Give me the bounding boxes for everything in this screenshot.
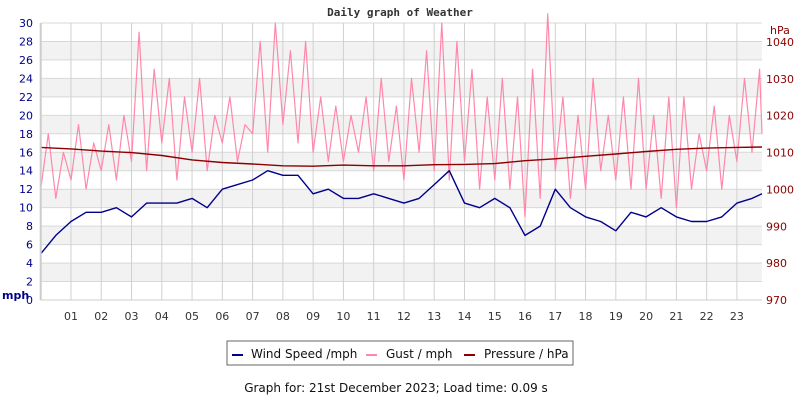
x-tick-label: 17 [548, 310, 562, 323]
right-tick-label: 1020 [766, 110, 794, 123]
x-tick-label: 11 [367, 310, 381, 323]
x-tick-label: 07 [246, 310, 260, 323]
left-tick-label: 12 [19, 183, 33, 196]
x-tick-label: 22 [700, 310, 714, 323]
x-tick-label: 02 [94, 310, 108, 323]
grid-band [40, 78, 762, 97]
x-tick-label: 05 [185, 310, 199, 323]
legend-box [226, 340, 574, 366]
left-tick-label: 8 [26, 220, 33, 233]
left-tick-label: 4 [26, 257, 33, 270]
legend-label-wind: Wind Speed /mph [251, 347, 357, 361]
left-tick-label: 22 [19, 91, 33, 104]
grid-band [40, 263, 762, 282]
legend-label-pressure: Pressure / hPa [484, 347, 569, 361]
x-tick-label: 23 [730, 310, 744, 323]
series-line-wind [40, 170, 763, 255]
left-tick-label: 30 [19, 17, 33, 30]
x-tick-label: 12 [397, 310, 411, 323]
left-tick-label: 26 [19, 54, 33, 67]
x-tick-label: 13 [427, 310, 441, 323]
grid-band [40, 189, 762, 208]
x-tick-label: 21 [669, 310, 683, 323]
x-tick-label: 06 [215, 310, 229, 323]
left-tick-label: 28 [19, 35, 33, 48]
left-tick-label: 14 [19, 165, 33, 178]
x-tick-label: 09 [306, 310, 320, 323]
left-axis-label: mph [2, 289, 29, 302]
left-tick-label: 0 [26, 294, 33, 307]
x-tick-label: 15 [488, 310, 502, 323]
x-tick-label: 16 [518, 310, 532, 323]
grid-band [40, 226, 762, 245]
left-tick-label: 6 [26, 239, 33, 252]
chart-title: Daily graph of Weather [327, 6, 473, 19]
right-tick-label: 1040 [766, 36, 794, 49]
right-tick-label: 1000 [766, 183, 794, 196]
right-tick-label: 990 [766, 220, 787, 233]
legend-label-gust: Gust / mph [386, 347, 452, 361]
x-tick-label: 19 [609, 310, 623, 323]
right-tick-label: 980 [766, 257, 787, 270]
x-tick-label: 01 [64, 310, 78, 323]
left-tick-label: 24 [19, 72, 33, 85]
x-tick-label: 08 [276, 310, 290, 323]
left-tick-label: 18 [19, 128, 33, 141]
right-tick-label: 1030 [766, 73, 794, 86]
series-line-pressure [40, 146, 763, 167]
x-tick-label: 04 [155, 310, 169, 323]
left-tick-label: 2 [26, 276, 33, 289]
left-tick-label: 10 [19, 202, 33, 215]
x-tick-label: 10 [336, 310, 350, 323]
series-line-gust [40, 13, 763, 218]
grid-band [40, 115, 762, 134]
x-tick-label: 03 [125, 310, 139, 323]
left-tick-label: 16 [19, 146, 33, 159]
x-tick-label: 14 [457, 310, 471, 323]
legend: Wind Speed /mph Gust / mph Pressure / hP… [226, 340, 574, 366]
right-axis-label: hPa [770, 24, 790, 37]
right-tick-label: 1010 [766, 147, 794, 160]
x-tick-label: 20 [639, 310, 653, 323]
right-tick-label: 970 [766, 294, 787, 307]
footer-text: Graph for: 21st December 2023; Load time… [244, 381, 548, 395]
grid-band [40, 41, 762, 60]
left-tick-label: 20 [19, 109, 33, 122]
x-tick-label: 18 [579, 310, 593, 323]
